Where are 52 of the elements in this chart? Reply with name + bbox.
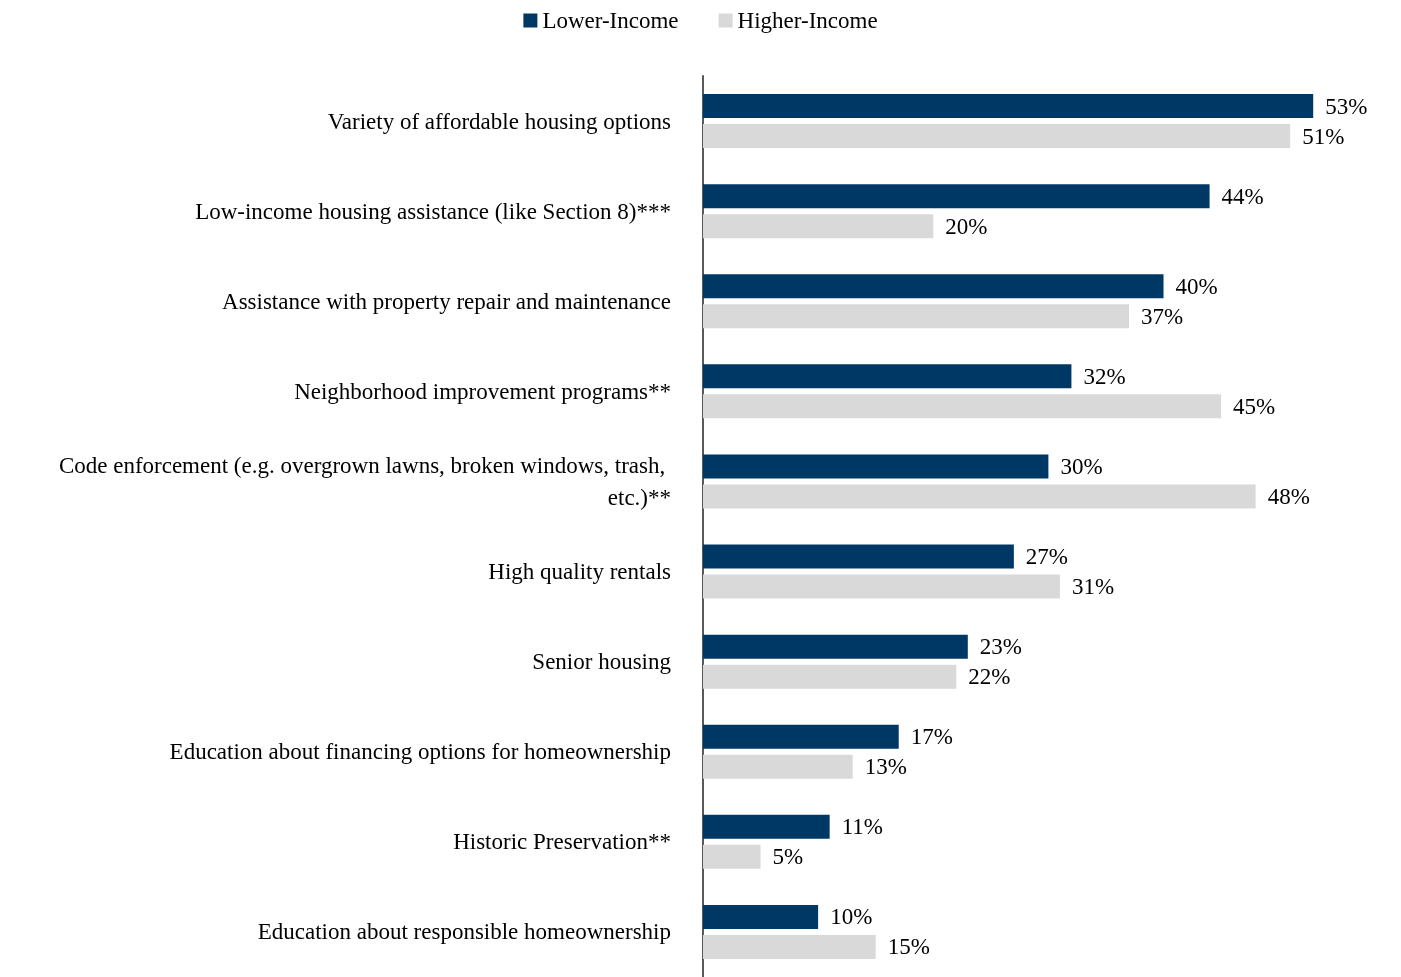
bar <box>703 184 1210 209</box>
bar <box>703 484 1256 509</box>
data-label: 32% <box>1083 363 1126 389</box>
data-label: 31% <box>1071 574 1115 600</box>
data-label: 11% <box>841 814 883 840</box>
data-label: 45% <box>1233 393 1276 419</box>
data-label: 22% <box>968 664 1011 690</box>
legend-label: Higher-Income <box>737 8 878 33</box>
bar <box>703 814 830 839</box>
bar <box>703 394 1222 419</box>
data-label: 30% <box>1060 453 1103 479</box>
data-label: 10% <box>830 904 873 930</box>
bar <box>703 94 1314 119</box>
y-tick-label: Historic Preservation** <box>453 829 671 855</box>
bar <box>703 304 1129 329</box>
y-tick-label: Low-income housing assistance (like Section 8)*** <box>195 198 671 224</box>
data-label: 20% <box>945 213 988 239</box>
data-label: 51% <box>1302 123 1345 149</box>
data-label: 13% <box>864 754 907 780</box>
y-tick-label: Code enforcement (e.g. overgrown lawns, broken windows, trash, etc.)** <box>58 452 671 510</box>
y-tick-label: Education about responsible homeownership <box>257 919 671 945</box>
bar <box>703 574 1060 599</box>
data-label: 44% <box>1221 183 1264 209</box>
bar <box>703 124 1291 149</box>
bar <box>703 454 1049 479</box>
legend-label: Lower-Income <box>542 8 679 33</box>
data-label: 5% <box>772 844 804 870</box>
data-label: 23% <box>979 634 1022 660</box>
data-label: 37% <box>1140 303 1184 329</box>
y-tick-label: Education about financing options for homeownership <box>169 739 671 765</box>
y-tick-label: Senior housing <box>532 649 672 675</box>
bar <box>703 364 1072 389</box>
bar <box>703 754 853 779</box>
data-label: 40% <box>1175 273 1218 299</box>
data-label: 17% <box>910 724 953 750</box>
bar <box>703 904 819 929</box>
data-label: 27% <box>1025 544 1069 570</box>
bar <box>703 544 1014 569</box>
data-label: 15% <box>887 934 930 960</box>
bar <box>703 274 1164 299</box>
bar <box>703 724 899 749</box>
data-label: 53% <box>1325 93 1368 119</box>
y-tick-label: Neighborhood improvement programs** <box>294 378 671 404</box>
bar <box>703 844 761 869</box>
bar <box>703 634 968 659</box>
data-label: 48% <box>1267 483 1310 509</box>
bar <box>703 934 876 959</box>
y-tick-label: Assistance with property repair and maintenance <box>222 288 671 314</box>
y-tick-label: Variety of affordable housing options <box>327 108 672 134</box>
bar <box>703 664 957 689</box>
bar <box>703 214 934 239</box>
y-tick-label: High quality rentals <box>488 559 672 585</box>
